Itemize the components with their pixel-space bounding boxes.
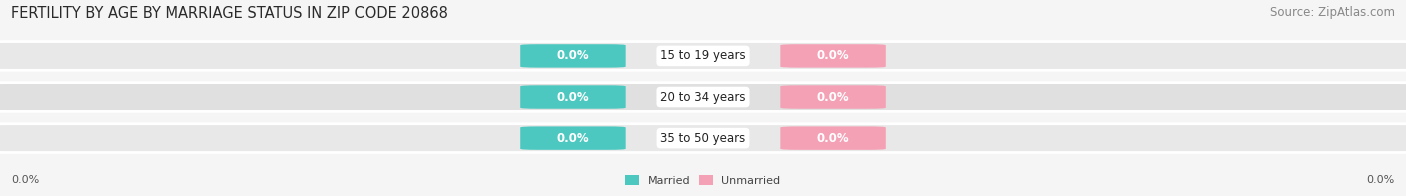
FancyBboxPatch shape (520, 126, 626, 150)
Text: 20 to 34 years: 20 to 34 years (661, 91, 745, 103)
Text: 0.0%: 0.0% (817, 91, 849, 103)
Text: 0.0%: 0.0% (557, 49, 589, 62)
FancyBboxPatch shape (520, 85, 626, 109)
Text: 0.0%: 0.0% (557, 132, 589, 145)
Text: 0.0%: 0.0% (1367, 175, 1395, 185)
Text: 0.0%: 0.0% (11, 175, 39, 185)
Text: 0.0%: 0.0% (557, 91, 589, 103)
FancyBboxPatch shape (780, 44, 886, 68)
FancyBboxPatch shape (780, 85, 886, 109)
FancyBboxPatch shape (780, 126, 886, 150)
Legend: Married, Unmarried: Married, Unmarried (621, 171, 785, 191)
Text: FERTILITY BY AGE BY MARRIAGE STATUS IN ZIP CODE 20868: FERTILITY BY AGE BY MARRIAGE STATUS IN Z… (11, 6, 449, 21)
FancyBboxPatch shape (520, 44, 626, 68)
Text: Source: ZipAtlas.com: Source: ZipAtlas.com (1270, 6, 1395, 19)
FancyBboxPatch shape (0, 124, 1406, 152)
FancyBboxPatch shape (0, 83, 1406, 111)
Text: 0.0%: 0.0% (817, 49, 849, 62)
FancyBboxPatch shape (0, 42, 1406, 70)
Text: 35 to 50 years: 35 to 50 years (661, 132, 745, 145)
Text: 0.0%: 0.0% (817, 132, 849, 145)
Text: 15 to 19 years: 15 to 19 years (661, 49, 745, 62)
